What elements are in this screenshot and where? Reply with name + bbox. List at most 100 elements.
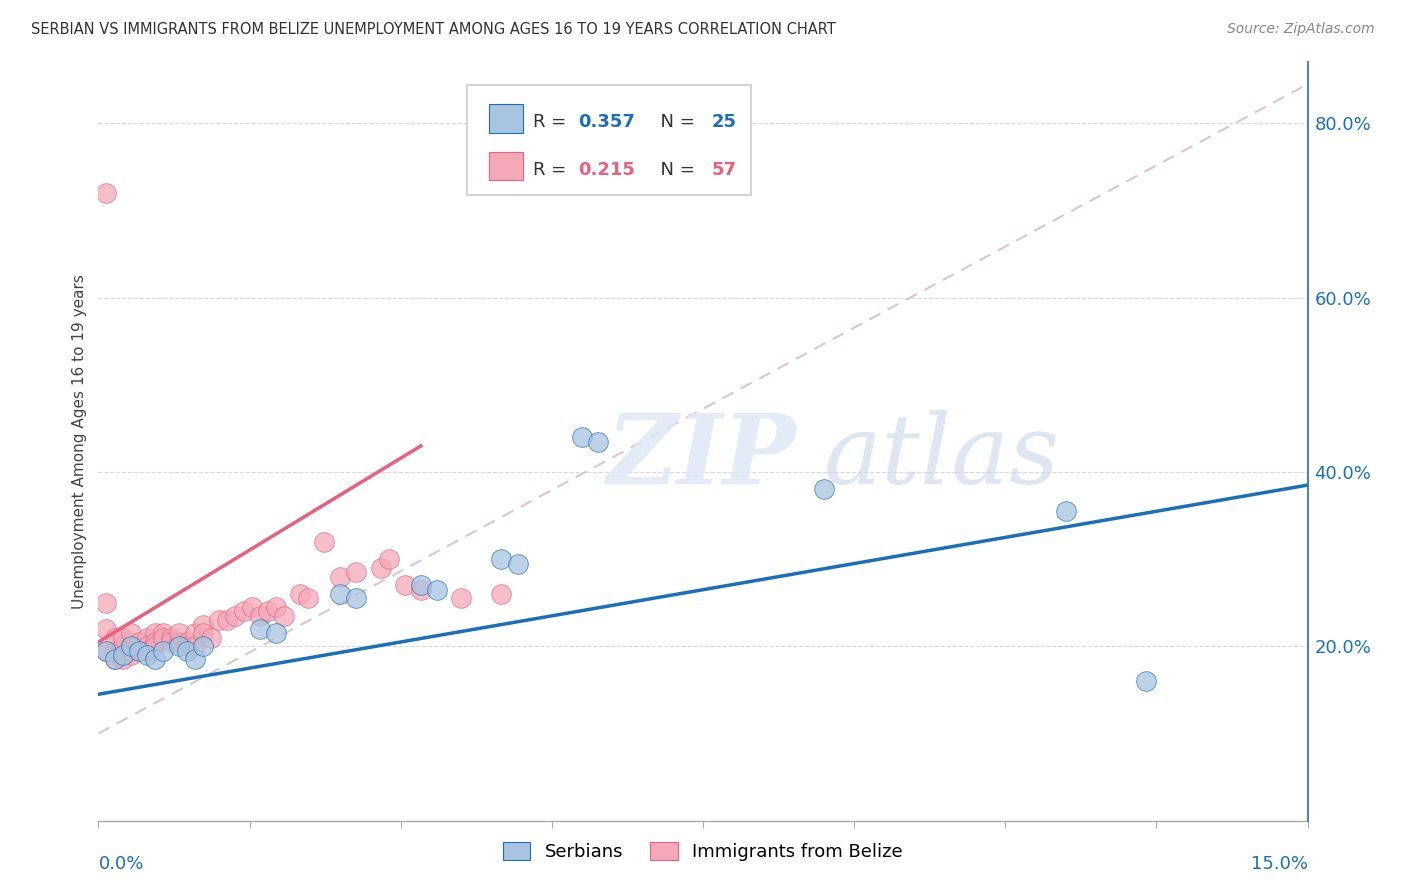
Point [264,600,287,615]
Point [135,640,157,654]
Point [297,591,319,606]
Point [813,483,835,497]
Y-axis label: Unemployment Among Ages 16 to 19 years: Unemployment Among Ages 16 to 19 years [72,274,87,609]
Point [426,582,449,597]
Point [160,635,183,649]
Point [120,640,142,654]
Text: N =: N = [648,161,700,178]
Text: Source: ZipAtlas.com: Source: ZipAtlas.com [1227,22,1375,37]
Point [329,587,352,601]
Point [1054,504,1077,518]
Point [128,643,150,657]
Text: ZIP: ZIP [606,409,796,504]
Point [256,605,278,619]
Point [314,534,336,549]
Point [240,600,263,615]
Point [111,652,134,666]
Point [184,640,207,654]
Point [249,622,271,636]
Text: 57: 57 [711,161,737,178]
Point [96,622,118,636]
Point [232,605,254,619]
Point [167,626,190,640]
Point [152,631,174,645]
Point [249,608,271,623]
Point [329,569,352,583]
Point [184,652,207,666]
Point [103,631,125,645]
Bar [489,152,523,180]
Text: 0.0%: 0.0% [98,855,143,872]
Point [167,635,190,649]
Point [184,626,207,640]
Text: 0.357: 0.357 [578,113,636,131]
Point [193,626,215,640]
Point [208,613,231,627]
Point [128,635,150,649]
Point [111,648,134,662]
Point [135,643,157,657]
Point [344,566,367,580]
Point [200,631,222,645]
Point [96,643,118,657]
Point [120,626,142,640]
Text: R =: R = [533,113,571,131]
Point [217,613,239,627]
Text: R =: R = [533,161,571,178]
Point [571,430,593,444]
Point [143,635,166,649]
Point [143,626,166,640]
Point [103,652,125,666]
Point [491,587,513,601]
Point [152,626,174,640]
Point [409,582,432,597]
Point [506,557,529,571]
Text: 0.215: 0.215 [578,161,636,178]
Point [167,640,190,654]
Point [176,643,198,657]
Point [103,652,125,666]
Text: atlas: atlas [824,409,1060,504]
Point [273,608,295,623]
Point [128,643,150,657]
Point [128,640,150,654]
Point [120,648,142,662]
Point [135,631,157,645]
Point [193,640,215,654]
Point [135,648,157,662]
Point [344,591,367,606]
Point [193,617,215,632]
Point [111,640,134,654]
Point [120,643,142,657]
Point [96,596,118,610]
Point [96,643,118,657]
Point [264,626,287,640]
Text: 15.0%: 15.0% [1250,855,1308,872]
Point [450,591,472,606]
Legend: Serbians, Immigrants from Belize: Serbians, Immigrants from Belize [496,835,910,869]
Point [224,608,246,623]
Text: 25: 25 [711,113,737,131]
Point [288,587,311,601]
Point [143,652,166,666]
Point [491,552,513,566]
Point [160,631,183,645]
Point [409,578,432,592]
Point [103,643,125,657]
Point [370,561,392,575]
Bar [489,104,523,133]
Point [120,640,142,654]
Point [176,635,198,649]
Point [1135,674,1157,689]
Point [152,643,174,657]
Point [377,552,399,566]
Point [586,434,609,449]
Point [111,631,134,645]
Point [96,186,118,201]
Point [111,643,134,657]
Text: N =: N = [648,113,700,131]
Point [394,578,416,592]
Text: SERBIAN VS IMMIGRANTS FROM BELIZE UNEMPLOYMENT AMONG AGES 16 TO 19 YEARS CORRELA: SERBIAN VS IMMIGRANTS FROM BELIZE UNEMPL… [31,22,835,37]
FancyBboxPatch shape [467,85,751,195]
Point [176,640,198,654]
